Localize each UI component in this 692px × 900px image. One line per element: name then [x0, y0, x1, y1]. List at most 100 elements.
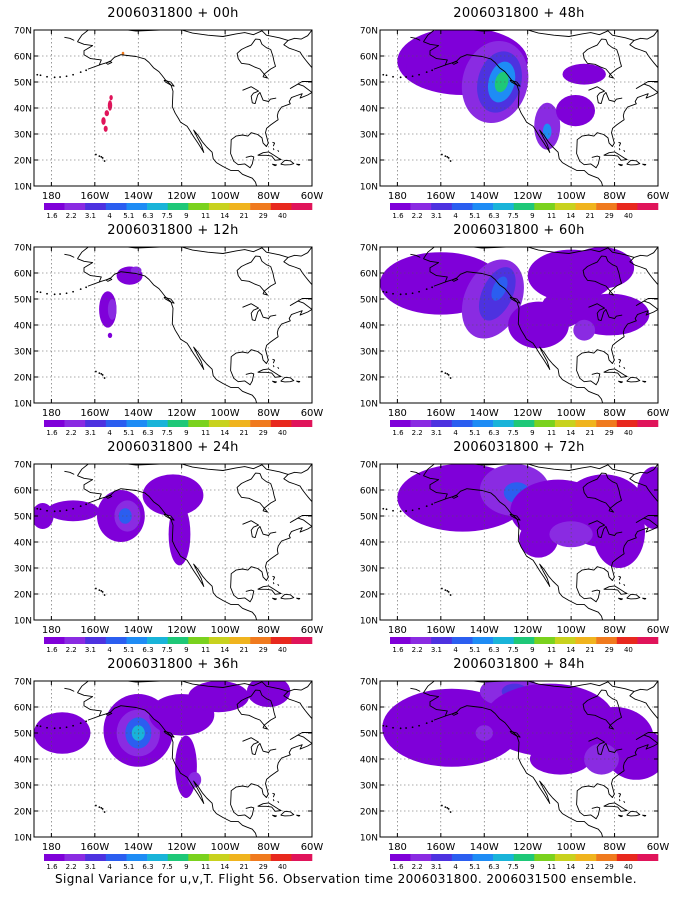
- lon-tick-label: 160W: [426, 625, 455, 636]
- coastline: [272, 582, 275, 585]
- colorbar-label: 9: [530, 212, 534, 220]
- variance-blob: [175, 735, 197, 798]
- coastline: [509, 730, 521, 738]
- coastline: [163, 79, 175, 87]
- colorbar-label: 29: [605, 429, 614, 437]
- colorbar-swatch: [105, 854, 127, 861]
- variance-field: [34, 474, 204, 566]
- colorbar-label: 6.3: [142, 646, 153, 654]
- colorbar-swatch: [493, 854, 514, 861]
- variance-blob: [568, 247, 635, 289]
- island: [431, 286, 434, 289]
- island: [425, 722, 428, 725]
- variance-blob: [103, 125, 108, 132]
- colorbar-label: 5.1: [469, 863, 480, 871]
- lon-tick-label: 160W: [80, 625, 109, 636]
- coastline: [105, 711, 113, 716]
- colorbar-swatch: [167, 854, 189, 861]
- coastline: [283, 30, 312, 56]
- lat-tick-label: 10N: [360, 400, 378, 410]
- island: [72, 724, 74, 727]
- coastline: [283, 464, 312, 490]
- colorbar-swatch: [554, 854, 576, 861]
- colorbar-swatch: [431, 420, 453, 427]
- variance-blob: [118, 508, 132, 524]
- coastline: [588, 303, 623, 322]
- variance-field: [397, 464, 658, 568]
- island: [392, 292, 394, 295]
- map-panel-p24: 2006031800 + 24h 70N 60N 50N 40N 30N 20N 10N 180…: [0, 434, 346, 659]
- colorbar-swatch: [250, 854, 272, 861]
- coastline: [582, 689, 622, 730]
- lat-tick-label: 10N: [360, 183, 378, 193]
- island: [382, 507, 385, 510]
- colorbar-label: 21: [586, 863, 595, 871]
- colorbar-swatch: [208, 637, 230, 644]
- colorbar-label: 11: [547, 212, 556, 220]
- lon-tick-label: 80W: [603, 625, 626, 636]
- island: [79, 288, 82, 291]
- panel-title: 2006031800 + 00h: [107, 6, 239, 21]
- coastline: [277, 366, 280, 369]
- lat-tick-label: 20N: [360, 808, 378, 818]
- island: [101, 591, 104, 593]
- island: [100, 806, 103, 809]
- variance-blob: [107, 332, 113, 338]
- island: [36, 73, 39, 76]
- lon-tick-label: 140W: [470, 408, 499, 419]
- coastline: [181, 247, 289, 258]
- coastline: [272, 814, 278, 818]
- colorbar-label: 3.1: [431, 212, 442, 220]
- coastline: [576, 272, 658, 386]
- lon-tick-label: 80W: [257, 842, 280, 853]
- lat-tick-label: 40N: [14, 105, 32, 115]
- island: [100, 589, 103, 592]
- map-canvas: 70N 60N 50N 40N 30N 20N 10N 180 160W 140W 120W 100W…: [14, 678, 324, 872]
- island: [94, 153, 97, 156]
- colorbar-label: 9: [184, 863, 188, 871]
- lat-tick-label: 70N: [14, 678, 32, 688]
- colorbar-label: 14: [566, 429, 575, 437]
- colorbar-swatch: [554, 637, 576, 644]
- lat-tick-label: 30N: [360, 348, 378, 358]
- colorbar-swatch: [451, 203, 473, 210]
- coastline: [618, 380, 624, 384]
- colorbar-swatch: [188, 420, 210, 427]
- island: [103, 594, 106, 596]
- colorbar-label: 11: [201, 863, 210, 871]
- colorbar-swatch: [596, 854, 618, 861]
- coastline: [423, 41, 604, 186]
- lon-tick-label: 60W: [301, 625, 324, 636]
- colorbar-label: 14: [220, 212, 229, 220]
- island: [98, 155, 101, 158]
- colorbar-swatch: [85, 854, 107, 861]
- variance-blob: [636, 466, 658, 529]
- colorbar-label: 1.6: [392, 646, 404, 654]
- island: [46, 726, 48, 729]
- island: [85, 69, 88, 72]
- colorbar-swatch: [291, 637, 313, 644]
- island: [440, 370, 443, 373]
- colorbar-swatch: [208, 203, 230, 210]
- lon-tick-label: 160W: [426, 191, 455, 202]
- island: [446, 155, 449, 158]
- island: [72, 507, 74, 510]
- coastline: [642, 380, 647, 383]
- colorbar-swatch: [188, 203, 210, 210]
- coastline: [576, 489, 658, 603]
- coastlines: [382, 247, 658, 403]
- colorbar-label: 11: [201, 429, 210, 437]
- colorbar-label: 7.5: [508, 646, 519, 654]
- variance-blob: [107, 299, 117, 320]
- colorbar-label: 6.3: [142, 863, 153, 871]
- colorbar-label: 3.1: [85, 863, 96, 871]
- colorbar-swatch: [410, 203, 432, 210]
- coastline: [582, 255, 622, 296]
- colorbar-label: 4: [107, 863, 112, 871]
- coastline: [230, 706, 312, 820]
- coastline: [277, 800, 280, 803]
- lat-tick-label: 60N: [360, 270, 378, 280]
- coastline: [626, 159, 641, 166]
- colorbar-swatch: [390, 637, 411, 644]
- lat-tick-label: 70N: [14, 461, 32, 471]
